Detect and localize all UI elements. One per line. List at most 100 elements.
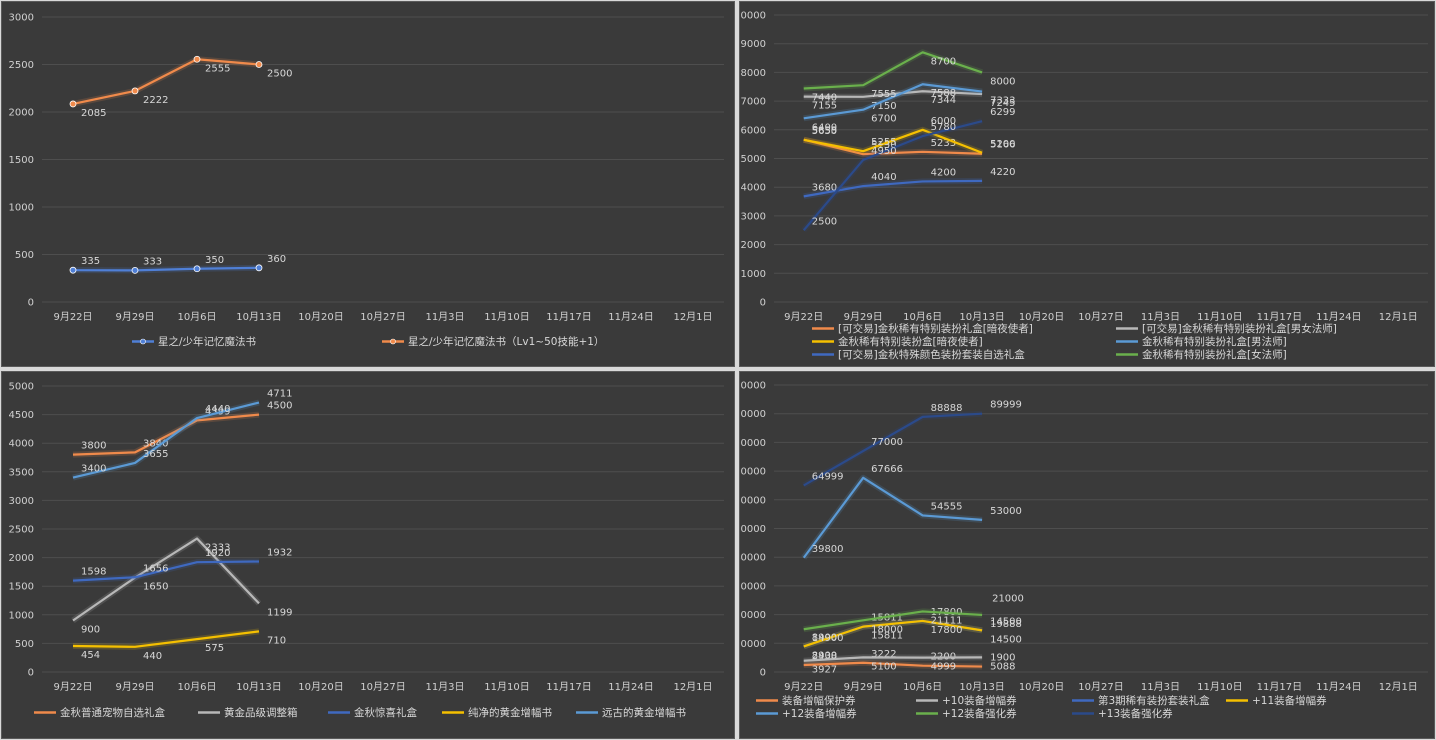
data-label: 5780 xyxy=(931,122,956,133)
data-label: 440 xyxy=(143,651,162,662)
data-label: 333 xyxy=(143,256,162,267)
data-label: 89999 xyxy=(990,400,1022,411)
data-label: 575 xyxy=(205,643,224,654)
legend-entry: +11装备增幅券 xyxy=(1252,694,1327,707)
data-label: 2438 xyxy=(812,651,837,662)
data-label: 6400 xyxy=(812,122,837,133)
data-label: 54555 xyxy=(931,501,963,512)
x-tick-label: 11月24日 xyxy=(608,681,653,693)
data-label: 1650 xyxy=(143,582,168,593)
data-point xyxy=(193,265,201,273)
data-label: 14500 xyxy=(990,634,1022,645)
data-label: 1598 xyxy=(81,567,106,578)
data-label: 4500 xyxy=(267,401,292,412)
data-label: 8900 xyxy=(812,650,837,661)
x-tick-label: 10月27日 xyxy=(360,311,405,323)
series-line xyxy=(72,266,260,272)
y-tick-label: 2000 xyxy=(9,553,34,564)
series-line xyxy=(72,537,260,622)
data-point xyxy=(193,55,201,63)
y-tick-label: 1500 xyxy=(9,155,34,166)
data-label: 7150 xyxy=(871,101,896,112)
series-line xyxy=(803,83,983,120)
x-tick-label: 11月24日 xyxy=(1316,311,1361,323)
y-tick-label: 7000 xyxy=(741,97,766,108)
y-tick-label: 1000 xyxy=(9,203,34,214)
series-line xyxy=(802,120,983,231)
series-line xyxy=(803,179,983,198)
x-tick-label: 11月24日 xyxy=(1316,681,1361,693)
x-tick-label: 11月17日 xyxy=(1257,311,1302,323)
y-tick-label: 5000 xyxy=(9,382,34,393)
data-label: 4999 xyxy=(931,662,956,673)
x-tick-label: 11月10日 xyxy=(484,681,529,693)
y-tick-label: 3500 xyxy=(9,467,34,478)
legend-entry: 远古的黄金增幅书 xyxy=(602,706,686,719)
data-label: 8000 xyxy=(990,76,1015,87)
legend-entry: 金秋普通宠物自选礼盒 xyxy=(60,706,165,719)
y-tick-label: 20000 xyxy=(740,610,766,621)
x-tick-label: 11月10日 xyxy=(1197,311,1242,323)
data-label: 5100 xyxy=(871,661,896,672)
data-label: 15811 xyxy=(871,613,903,624)
x-tick-label: 9月29日 xyxy=(115,681,154,693)
series-line-glow xyxy=(72,628,260,650)
legend-entry: [可交易]金秋稀有特别装扮礼盒[男女法师] xyxy=(1142,322,1337,335)
data-label: 6299 xyxy=(990,107,1015,118)
data-label: 2333 xyxy=(205,543,230,554)
legend-entry: +13装备强化券 xyxy=(1098,707,1173,720)
y-tick-label: 3000 xyxy=(9,496,34,507)
data-label: 4440 xyxy=(205,404,230,415)
series-line xyxy=(803,128,983,154)
data-label: 1920 xyxy=(205,548,230,559)
data-label: 5166 xyxy=(990,140,1015,151)
chart-svg: 0 500 1000 1500 2000 2500 3000 3500 4000 4500 5000… xyxy=(9,382,724,719)
y-tick-label: 8000 xyxy=(741,68,766,79)
data-label: 5650 xyxy=(812,126,837,137)
series-line xyxy=(72,630,260,648)
y-tick-label: 4000 xyxy=(9,439,34,450)
legend-entry: 金秋稀有特别装扮礼盒[男法师] xyxy=(1142,335,1287,348)
data-point xyxy=(69,266,77,274)
x-tick-label: 10月6日 xyxy=(177,311,216,323)
data-point xyxy=(255,264,263,272)
y-tick-label: 9000 xyxy=(741,39,766,50)
x-tick-label: 10月27日 xyxy=(1078,681,1123,693)
series-line xyxy=(803,610,983,631)
series-line xyxy=(803,661,983,668)
y-tick-label: 1000 xyxy=(9,610,34,621)
chart-svg: 0 500 1000 1500 2000 2500 3000 9月22日 9月29日 10月6日 1… xyxy=(9,13,724,348)
series-line xyxy=(72,401,260,479)
data-label: 1900 xyxy=(990,653,1015,664)
data-label: 3927 xyxy=(812,665,837,676)
y-tick-label: 4500 xyxy=(9,410,34,421)
data-label: 53000 xyxy=(990,506,1022,517)
x-tick-label: 11月3日 xyxy=(1141,681,1180,693)
data-label: 2555 xyxy=(205,63,230,74)
data-label: 88888 xyxy=(931,403,963,414)
x-tick-label: 9月29日 xyxy=(115,311,154,323)
x-tick-label: 9月22日 xyxy=(53,681,92,693)
data-label: 454 xyxy=(81,650,100,661)
data-label: 4220 xyxy=(990,167,1015,178)
series-line xyxy=(803,138,983,156)
y-tick-label: 3000 xyxy=(9,13,34,24)
x-tick-label: 11月24日 xyxy=(608,311,653,323)
y-tick-label: 500 xyxy=(15,250,34,261)
series-line xyxy=(802,476,983,559)
data-label: 4711 xyxy=(267,389,292,400)
x-tick-label: 11月3日 xyxy=(425,311,464,323)
y-tick-label: 60000 xyxy=(740,495,766,506)
legend-entry: 装备增幅保护券 xyxy=(782,694,856,707)
y-tick-label: 100000 xyxy=(740,381,766,392)
y-tick-label: 2000 xyxy=(9,108,34,119)
data-label: 3800 xyxy=(81,441,106,452)
x-tick-label: 9月22日 xyxy=(784,311,823,323)
legend-entry: +10装备增幅券 xyxy=(942,694,1017,707)
data-label: 6700 xyxy=(871,114,896,125)
data-label: 5088 xyxy=(990,661,1015,672)
data-label: 15811 xyxy=(871,631,903,642)
y-tick-label: 10000 xyxy=(740,639,766,650)
data-label: 3680 xyxy=(812,182,837,193)
chart-panel-costume-boxes: 0 1000 2000 3000 4000 5000 6000 7000 8000 9000 100… xyxy=(739,1,1435,367)
